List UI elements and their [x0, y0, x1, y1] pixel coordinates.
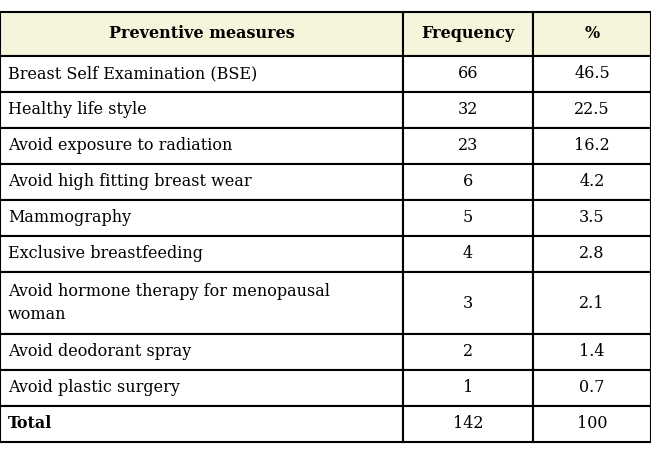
Bar — [533, 370, 651, 406]
Text: 3: 3 — [463, 295, 473, 311]
Text: 5: 5 — [463, 209, 473, 227]
Text: Mammography: Mammography — [8, 209, 131, 227]
Text: 1: 1 — [463, 380, 473, 396]
Text: 6: 6 — [463, 173, 473, 191]
Text: Preventive measures: Preventive measures — [109, 25, 294, 43]
Text: Avoid deodorant spray: Avoid deodorant spray — [8, 344, 191, 360]
Bar — [403, 128, 533, 164]
Text: Breast Self Examination (BSE): Breast Self Examination (BSE) — [8, 65, 257, 83]
Bar — [533, 56, 651, 92]
Bar — [0, 406, 403, 442]
Text: Avoid exposure to radiation: Avoid exposure to radiation — [8, 138, 232, 154]
Bar — [403, 272, 533, 334]
Text: Healthy life style: Healthy life style — [8, 102, 146, 118]
Bar — [403, 12, 533, 56]
Bar — [533, 128, 651, 164]
Bar — [533, 200, 651, 236]
Bar — [0, 236, 403, 272]
Text: 2.8: 2.8 — [579, 246, 605, 262]
Bar — [403, 200, 533, 236]
Bar — [0, 92, 403, 128]
Text: Frequency: Frequency — [421, 25, 515, 43]
Bar — [533, 92, 651, 128]
Bar — [0, 128, 403, 164]
Text: Avoid high fitting breast wear: Avoid high fitting breast wear — [8, 173, 252, 191]
Bar — [533, 164, 651, 200]
Text: 3.5: 3.5 — [579, 209, 605, 227]
Text: 0.7: 0.7 — [579, 380, 605, 396]
Bar — [403, 370, 533, 406]
Bar — [0, 164, 403, 200]
Text: 23: 23 — [458, 138, 478, 154]
Bar — [533, 12, 651, 56]
Bar — [533, 272, 651, 334]
Text: 32: 32 — [458, 102, 478, 118]
Bar — [0, 56, 403, 92]
Text: 2: 2 — [463, 344, 473, 360]
Text: 16.2: 16.2 — [574, 138, 610, 154]
Text: Total: Total — [8, 415, 52, 433]
Bar — [0, 12, 403, 56]
Bar — [403, 92, 533, 128]
Text: 4.2: 4.2 — [579, 173, 605, 191]
Bar — [403, 236, 533, 272]
Text: %: % — [585, 25, 600, 43]
Bar — [403, 406, 533, 442]
Text: 46.5: 46.5 — [574, 65, 610, 83]
Text: Exclusive breastfeeding: Exclusive breastfeeding — [8, 246, 203, 262]
Bar — [533, 406, 651, 442]
Bar — [0, 334, 403, 370]
Text: 4: 4 — [463, 246, 473, 262]
Text: 100: 100 — [577, 415, 607, 433]
Bar — [0, 200, 403, 236]
Bar — [403, 334, 533, 370]
Bar — [403, 164, 533, 200]
Text: 66: 66 — [458, 65, 478, 83]
Bar — [533, 334, 651, 370]
Text: 1.4: 1.4 — [579, 344, 605, 360]
Text: Avoid plastic surgery: Avoid plastic surgery — [8, 380, 180, 396]
Bar — [533, 236, 651, 272]
Bar — [0, 272, 403, 334]
Bar — [0, 370, 403, 406]
Text: Avoid hormone therapy for menopausal
woman: Avoid hormone therapy for menopausal wom… — [8, 283, 330, 323]
Text: 2.1: 2.1 — [579, 295, 605, 311]
Bar — [403, 56, 533, 92]
Text: 22.5: 22.5 — [574, 102, 610, 118]
Text: 142: 142 — [452, 415, 483, 433]
